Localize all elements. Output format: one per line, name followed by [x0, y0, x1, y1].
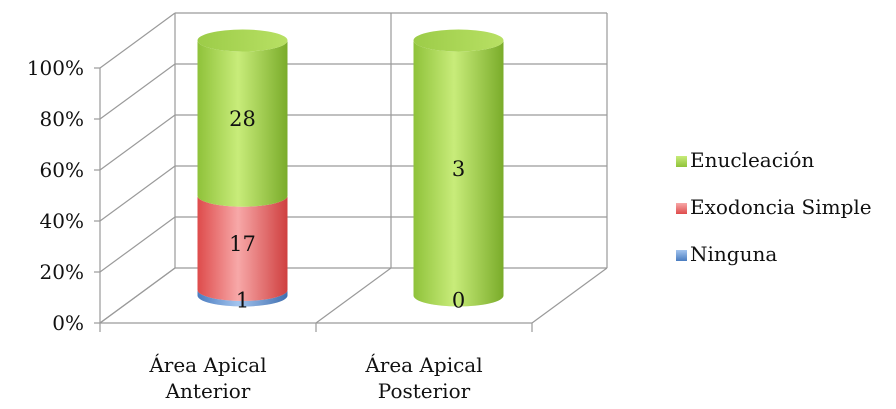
gridline-side [99, 165, 176, 222]
floor-divider [315, 267, 392, 324]
bar-segment [197, 195, 288, 301]
bar-segment [197, 29, 288, 207]
gridline-side [99, 216, 176, 273]
legend-item: Ninguna [676, 242, 777, 266]
data-label: 3 [452, 157, 465, 181]
legend: Enucleación Exodoncia Simple Ninguna [676, 148, 872, 266]
gridline-side [99, 63, 176, 120]
y-tick-label: 20% [40, 260, 84, 284]
legend-label: Exodoncia Simple [690, 195, 872, 219]
legend-swatch [676, 250, 687, 261]
y-tick-label: 40% [40, 209, 84, 233]
data-label: 17 [229, 232, 256, 256]
bar-segment [413, 29, 504, 307]
gridline-side [99, 114, 176, 171]
data-label: 1 [236, 289, 249, 313]
legend-label: Enucleación [690, 148, 814, 172]
floor-divider [99, 267, 176, 324]
legend-swatch [676, 156, 687, 167]
floor-divider [531, 267, 608, 324]
data-label: 28 [229, 107, 256, 131]
y-tick-label: 80% [40, 107, 84, 131]
gridline-side [99, 12, 176, 69]
x-category-label: Anterior [165, 379, 251, 403]
data-label: 0 [452, 289, 465, 313]
bar-segment [197, 289, 288, 307]
axes: 0%20%40%60%80%100%Área ApicalAnteriorÁre… [27, 56, 533, 403]
y-tick-label: 60% [40, 158, 84, 182]
x-category-label: Posterior [378, 379, 471, 403]
legend-label: Ninguna [690, 242, 777, 266]
x-category-label: Área Apical [148, 353, 266, 377]
legend-item: Enucleación [676, 148, 814, 172]
legend-swatch [676, 203, 687, 214]
plot-area-grid [99, 12, 608, 324]
legend-item: Exodoncia Simple [676, 195, 872, 219]
x-category-label: Área Apical [364, 353, 482, 377]
y-tick-label: 100% [27, 56, 84, 80]
y-tick-label: 0% [52, 311, 84, 335]
data-labels: 1 17 28 0 3 [229, 107, 465, 312]
bars [197, 29, 504, 307]
